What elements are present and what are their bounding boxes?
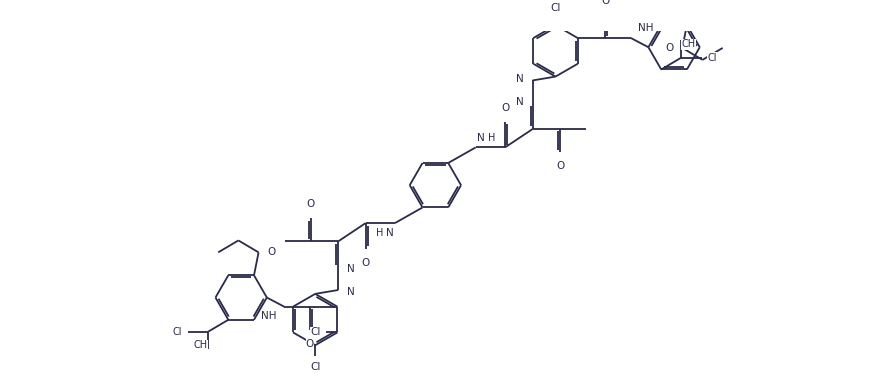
Text: O: O bbox=[664, 43, 673, 53]
Text: H: H bbox=[375, 227, 383, 238]
Text: NH: NH bbox=[637, 23, 653, 33]
Text: NH: NH bbox=[261, 311, 277, 321]
Text: O: O bbox=[500, 103, 508, 112]
Text: N: N bbox=[515, 74, 522, 83]
Text: N: N bbox=[477, 133, 485, 143]
Text: Cl: Cl bbox=[550, 3, 560, 13]
Text: Cl: Cl bbox=[173, 327, 183, 337]
Text: Cl: Cl bbox=[310, 327, 320, 337]
Text: O: O bbox=[601, 0, 608, 6]
Text: N: N bbox=[347, 287, 355, 297]
Text: H: H bbox=[487, 133, 494, 143]
Text: Cl: Cl bbox=[310, 362, 320, 372]
Text: O: O bbox=[306, 199, 314, 209]
Text: O: O bbox=[306, 339, 313, 349]
Text: O: O bbox=[361, 258, 370, 268]
Text: Cl: Cl bbox=[706, 53, 716, 62]
Text: N: N bbox=[347, 264, 355, 274]
Text: N: N bbox=[385, 227, 393, 238]
Text: O: O bbox=[268, 247, 276, 257]
Text: O: O bbox=[556, 161, 564, 171]
Text: N: N bbox=[515, 97, 522, 106]
Text: CH: CH bbox=[193, 340, 207, 350]
Text: CH: CH bbox=[681, 39, 695, 49]
